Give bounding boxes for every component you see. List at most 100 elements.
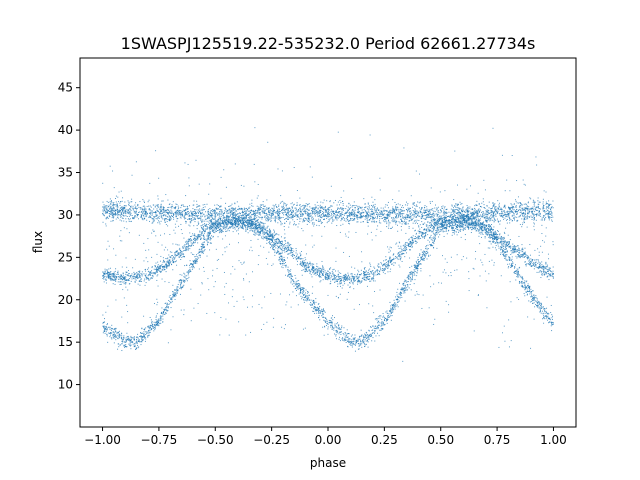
data-point bbox=[458, 219, 460, 221]
data-point bbox=[154, 265, 156, 267]
data-point bbox=[183, 256, 185, 258]
data-point bbox=[378, 324, 380, 326]
data-point bbox=[508, 259, 510, 261]
data-point bbox=[299, 288, 301, 290]
data-point bbox=[451, 229, 453, 231]
data-point bbox=[255, 227, 257, 229]
data-point bbox=[467, 210, 469, 212]
data-point bbox=[159, 316, 161, 318]
data-point bbox=[162, 311, 164, 313]
data-point bbox=[386, 312, 388, 314]
data-point bbox=[281, 263, 283, 265]
data-point bbox=[428, 254, 430, 256]
data-point bbox=[343, 277, 345, 279]
data-point bbox=[141, 336, 143, 337]
data-point bbox=[180, 282, 182, 284]
data-point bbox=[199, 251, 201, 253]
data-point bbox=[345, 276, 347, 278]
data-point bbox=[134, 273, 136, 275]
data-point bbox=[390, 268, 392, 270]
data-point bbox=[373, 275, 375, 277]
data-point bbox=[141, 332, 143, 334]
data-point bbox=[109, 326, 111, 328]
data-point bbox=[315, 309, 317, 311]
data-point bbox=[436, 229, 438, 231]
data-point bbox=[279, 258, 281, 260]
data-point bbox=[116, 272, 118, 274]
data-point bbox=[318, 315, 320, 317]
data-point bbox=[169, 295, 171, 297]
data-point bbox=[457, 212, 459, 214]
data-point bbox=[273, 236, 275, 238]
data-point bbox=[405, 252, 407, 254]
data-point bbox=[134, 336, 136, 338]
data-point bbox=[433, 224, 435, 226]
data-point bbox=[277, 241, 279, 243]
data-point bbox=[356, 278, 358, 280]
data-point bbox=[301, 287, 303, 289]
data-point bbox=[308, 267, 310, 269]
data-point bbox=[329, 320, 331, 322]
data-point bbox=[295, 256, 297, 258]
data-point bbox=[348, 341, 350, 343]
data-point bbox=[332, 315, 334, 317]
data-point bbox=[202, 236, 204, 238]
data-point bbox=[157, 270, 159, 272]
data-point bbox=[537, 304, 539, 306]
data-point bbox=[207, 243, 209, 245]
data-point bbox=[316, 268, 318, 270]
data-point bbox=[168, 306, 170, 308]
data-point bbox=[552, 276, 554, 278]
data-point bbox=[277, 251, 279, 253]
data-point bbox=[544, 268, 546, 270]
data-point bbox=[148, 267, 150, 269]
data-point bbox=[521, 248, 523, 250]
data-point bbox=[217, 226, 219, 228]
data-point bbox=[525, 281, 527, 283]
data-point bbox=[156, 324, 158, 326]
data-point bbox=[213, 221, 215, 223]
data-point bbox=[465, 222, 467, 224]
data-point bbox=[464, 221, 466, 223]
data-point bbox=[190, 238, 192, 240]
data-point bbox=[486, 231, 488, 233]
data-point bbox=[426, 253, 428, 255]
data-point bbox=[524, 251, 526, 253]
data-point bbox=[551, 322, 553, 324]
data-point bbox=[434, 234, 436, 236]
data-point bbox=[402, 288, 404, 290]
data-point bbox=[265, 235, 267, 237]
data-point bbox=[360, 341, 362, 343]
data-point bbox=[332, 269, 334, 271]
data-point bbox=[486, 233, 488, 235]
data-point bbox=[175, 295, 177, 297]
data-point bbox=[309, 261, 311, 263]
data-point bbox=[187, 240, 189, 242]
data-point bbox=[485, 233, 487, 235]
data-point bbox=[123, 276, 125, 278]
data-point bbox=[279, 260, 281, 262]
data-point bbox=[220, 220, 222, 222]
data-point bbox=[276, 252, 278, 254]
data-point bbox=[121, 333, 123, 335]
data-point bbox=[402, 252, 404, 254]
data-point bbox=[404, 246, 406, 248]
data-point bbox=[197, 238, 199, 240]
data-point bbox=[323, 268, 325, 270]
data-point bbox=[253, 228, 255, 230]
data-point bbox=[188, 269, 190, 271]
data-point bbox=[144, 340, 146, 342]
data-point bbox=[481, 228, 483, 230]
data-point bbox=[167, 310, 169, 312]
data-point bbox=[408, 245, 410, 247]
data-point bbox=[181, 246, 183, 248]
data-point bbox=[141, 338, 143, 340]
data-point bbox=[307, 290, 309, 292]
data-point bbox=[264, 232, 266, 234]
data-point bbox=[194, 256, 196, 258]
data-point bbox=[188, 244, 189, 246]
data-point bbox=[366, 273, 368, 275]
data-point bbox=[390, 305, 392, 307]
data-point bbox=[283, 248, 285, 250]
data-point bbox=[331, 275, 333, 277]
